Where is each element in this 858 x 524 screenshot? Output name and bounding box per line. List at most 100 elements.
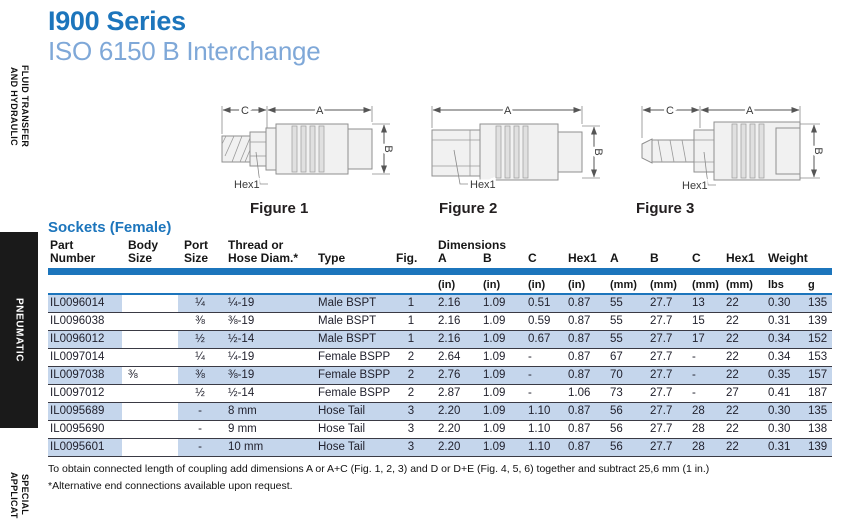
column-header: C	[522, 239, 562, 275]
dim-label-b: B	[592, 148, 604, 155]
weight-lbs-cell: 0.31	[762, 312, 802, 331]
fig-cell: 1	[390, 294, 432, 313]
weight-g-cell: 139	[802, 312, 832, 331]
thread-or-hose-diam-cell: 8 mm	[222, 402, 312, 421]
dim-c-in-cell: 1.10	[522, 420, 562, 439]
fig-cell: 3	[390, 438, 432, 457]
dim-hex1-in-cell: 1.06	[562, 384, 604, 403]
units-header	[222, 271, 312, 295]
type-cell: Female BSPP	[312, 384, 390, 403]
units-header: lbs	[762, 271, 802, 295]
page-subtitle: ISO 6150 B Interchange	[48, 36, 321, 66]
table-row: IL0095689 - 8 mm Hose Tail 3 2.20 1.09 1…	[48, 402, 832, 421]
weight-g-cell: 157	[802, 366, 832, 385]
dim-b-in-cell: 1.09	[477, 294, 522, 313]
table-row: IL0097014 ¼ ¼-19 Female BSPP 2 2.64 1.09…	[48, 348, 832, 367]
dim-hex1-mm-cell: 22	[720, 366, 762, 385]
figures-row: C A B Hex1 Figure 1	[212, 100, 844, 217]
weight-lbs-cell: 0.30	[762, 294, 802, 313]
weight-lbs-cell: 0.30	[762, 402, 802, 421]
body-size-cell	[122, 294, 178, 313]
dim-hex1-in-cell: 0.87	[562, 438, 604, 457]
dim-a-mm-cell: 56	[604, 438, 644, 457]
part-number-cell: IL0095601	[48, 438, 122, 457]
part-number-cell: IL0097038	[48, 366, 122, 385]
dim-b-in-cell: 1.09	[477, 384, 522, 403]
figure-2: A B Hex1 Figure 2	[422, 100, 624, 217]
column-header: Thread or Hose Diam.*	[222, 239, 312, 275]
dim-c-mm-cell: -	[686, 348, 720, 367]
dim-b-in-cell: 1.09	[477, 420, 522, 439]
dim-a-in-cell: 2.16	[432, 312, 477, 331]
dim-b-in-cell: 1.09	[477, 348, 522, 367]
part-number-cell: IL0097014	[48, 348, 122, 367]
footnote-alternative-ends: *Alternative end connections available u…	[48, 479, 293, 492]
type-cell: Male BSPT	[312, 294, 390, 313]
dim-hex1-in-cell: 0.87	[562, 366, 604, 385]
table-row: IL0096014 ¼ ¼-19 Male BSPT 1 2.16 1.09 0…	[48, 294, 832, 313]
dim-c-mm-cell: 15	[686, 312, 720, 331]
section-title: Sockets (Female)	[48, 219, 172, 236]
units-header	[390, 271, 432, 295]
units-header: (in)	[477, 271, 522, 295]
body-size-cell	[122, 348, 178, 367]
dim-hex1-mm-cell: 22	[720, 348, 762, 367]
port-size-cell: -	[178, 402, 222, 421]
dim-a-in-cell: 2.20	[432, 420, 477, 439]
dim-label-a: A	[746, 105, 754, 117]
dim-c-mm-cell: 28	[686, 420, 720, 439]
dim-c-in-cell: 0.67	[522, 330, 562, 349]
column-header: A	[604, 239, 644, 275]
dim-hex1-in-cell: 0.87	[562, 420, 604, 439]
figure-1-drawing: C A B Hex1	[221, 103, 397, 192]
sidebar-tab-label: PNEUMATIC	[13, 297, 25, 363]
dim-b-in-cell: 1.09	[477, 330, 522, 349]
table-header: Part Number Body Size Port Size Thread o…	[48, 239, 832, 295]
thread-or-hose-diam-cell: ½-14	[222, 384, 312, 403]
dim-c-mm-cell: 17	[686, 330, 720, 349]
dim-c-in-cell: -	[522, 348, 562, 367]
sockets-table: Part Number Body Size Port Size Thread o…	[48, 239, 832, 457]
weight-lbs-cell: 0.34	[762, 348, 802, 367]
dim-a-in-cell: 2.20	[432, 402, 477, 421]
sockets-table-section: Sockets (Female) Part Number Body Size P…	[48, 219, 832, 493]
weight-g-cell: 153	[802, 348, 832, 367]
column-header: Weight	[762, 239, 808, 275]
port-size-cell: ½	[178, 384, 222, 403]
dim-c-in-cell: -	[522, 366, 562, 385]
figure-caption: Figure 2	[439, 200, 498, 217]
fig-cell: 1	[390, 330, 432, 349]
port-size-cell: -	[178, 420, 222, 439]
part-number-cell: IL0095689	[48, 402, 122, 421]
figure-2-drawing: A B Hex1	[431, 103, 607, 192]
dim-c-mm-cell: -	[686, 366, 720, 385]
fig-cell: 3	[390, 402, 432, 421]
coupling-body-outline	[221, 123, 373, 175]
dim-b-mm-cell: 27.7	[644, 294, 686, 313]
column-header: C	[686, 239, 720, 275]
type-cell: Male BSPT	[312, 312, 390, 331]
table-row: IL0097012 ½ ½-14 Female BSPP 2 2.87 1.09…	[48, 384, 832, 403]
fig-cell: 3	[390, 420, 432, 439]
dim-hex1-mm-cell: 22	[720, 330, 762, 349]
dim-a-in-cell: 2.16	[432, 294, 477, 313]
dim-b-mm-cell: 27.7	[644, 402, 686, 421]
page-title: I900 Series	[48, 6, 186, 36]
table-row: IL0096012 ½ ½-14 Male BSPT 1 2.16 1.09 0…	[48, 330, 832, 349]
units-header: (mm)	[720, 271, 762, 295]
table-row: IL0097038 ⅜ ⅜ ⅜-19 Female BSPP 2 2.76 1.…	[48, 366, 832, 385]
weight-lbs-cell: 0.41	[762, 384, 802, 403]
fig-cell: 2	[390, 366, 432, 385]
table-row: IL0096038 ⅜ ⅜-19 Male BSPT 1 2.16 1.09 0…	[48, 312, 832, 331]
type-cell: Hose Tail	[312, 438, 390, 457]
dim-c-mm-cell: 13	[686, 294, 720, 313]
weight-g-cell: 152	[802, 330, 832, 349]
dim-b-mm-cell: 27.7	[644, 348, 686, 367]
hex1-label: Hex1	[682, 180, 708, 192]
dim-a-mm-cell: 55	[604, 294, 644, 313]
table-row: IL0095601 - 10 mm Hose Tail 3 2.20 1.09 …	[48, 438, 832, 457]
port-size-cell: -	[178, 438, 222, 457]
weight-lbs-cell: 0.31	[762, 438, 802, 457]
body-size-cell	[122, 384, 178, 403]
